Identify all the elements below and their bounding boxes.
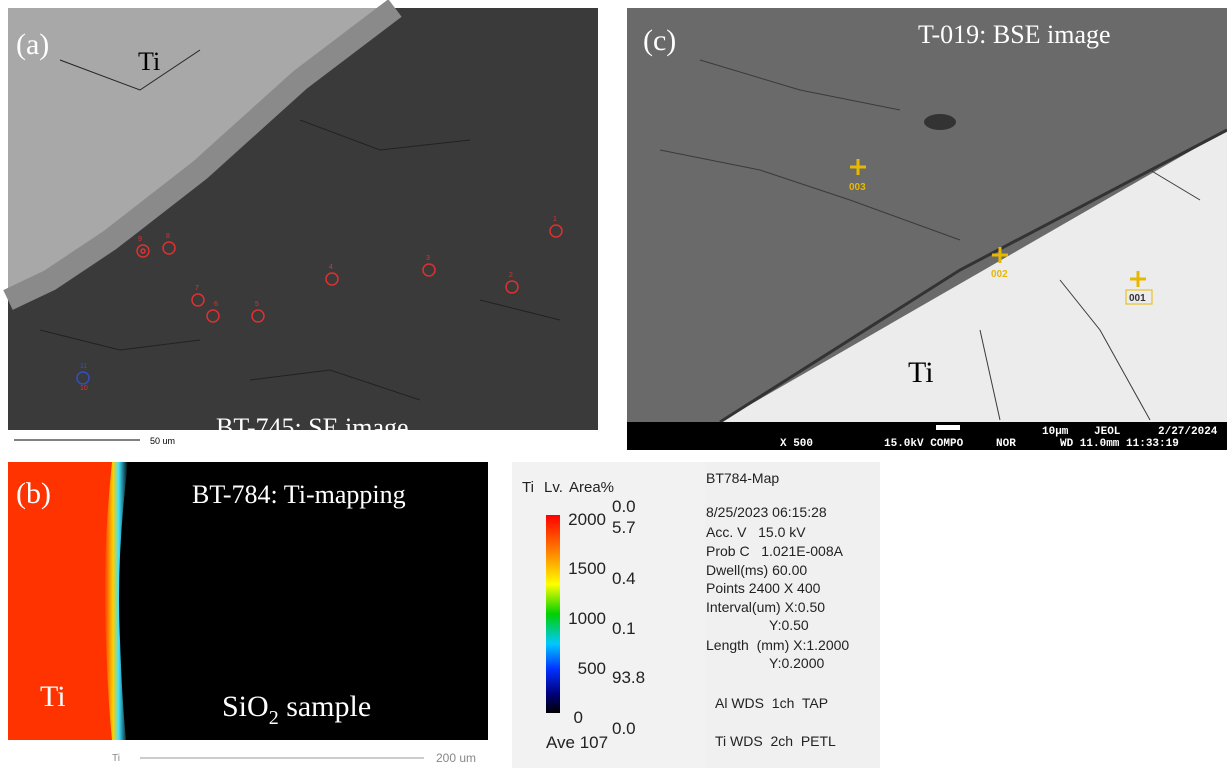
caption: T-019: BSE image	[918, 20, 1111, 49]
spot-label: 4	[329, 264, 333, 271]
material-label: Ti	[40, 680, 66, 713]
level-label: 1500	[568, 559, 606, 578]
area-label: 93.8	[612, 668, 645, 687]
magnification: X 500	[780, 438, 813, 450]
material-label: Ti	[908, 356, 934, 389]
spot-label: 5	[255, 301, 259, 308]
area-label: 5.7	[612, 518, 636, 537]
level-label: 1000	[568, 609, 606, 628]
panel-tag: (a)	[16, 28, 49, 61]
scale-label: 200 um	[436, 751, 476, 765]
pore	[924, 114, 956, 130]
caption: BT-745: SE image	[216, 413, 409, 442]
info-line: BT784-Map	[706, 470, 779, 486]
caption: BT-784: Ti-mapping	[192, 480, 406, 509]
spot-label: 6	[214, 301, 218, 308]
info-line: Acc. V 15.0 kV	[706, 524, 806, 540]
legend-element: Ti	[522, 479, 534, 496]
info-line: 8/25/2023 06:15:28	[706, 504, 827, 520]
panel-a: 50 um (a) Ti BT-745: SE image 1 2 3 4 5 …	[8, 8, 598, 450]
area-label: 0.0	[612, 497, 636, 516]
area-label: 0.0	[612, 719, 636, 738]
spot-label: 9	[138, 236, 142, 243]
info-panel: BT784-Map 8/25/2023 06:15:28 Acc. V 15.0…	[705, 462, 880, 768]
info-line: Prob C 1.021E-008A	[706, 543, 844, 559]
info-line: Interval(um) X:0.50	[706, 599, 825, 615]
sample-rest: sample	[279, 690, 371, 723]
scale-bar	[936, 425, 960, 430]
marker-label: 001	[1129, 293, 1146, 304]
legend-panel	[512, 462, 705, 768]
info-line: Points 2400 X 400	[706, 580, 821, 596]
mode: NOR	[996, 438, 1016, 450]
legend-lv: Lv.	[544, 479, 563, 496]
panel-tag: (b)	[16, 477, 51, 510]
color-bar	[546, 515, 560, 713]
level-label: 0	[574, 708, 583, 727]
marker-label: 002	[991, 269, 1008, 280]
spot-label: 2	[509, 272, 513, 279]
scale-label: 10µm	[1042, 426, 1069, 438]
spot-label: 10	[80, 385, 88, 392]
spot-label: 3	[426, 255, 430, 262]
panel-c: 003 002 001 (c) T-019: BSE image Ti X 50…	[627, 8, 1227, 450]
date: 2/27/2024	[1158, 426, 1218, 438]
maker: JEOL	[1094, 426, 1121, 438]
scale-element: Ti	[112, 753, 120, 764]
spot-label: 7	[195, 285, 199, 292]
info-line: Al WDS 1ch TAP	[715, 695, 828, 711]
sample-text: SiO	[222, 690, 269, 723]
level-label: 2000	[568, 510, 606, 529]
marker-label: 003	[849, 182, 866, 193]
legend-area: Area%	[569, 479, 614, 496]
spot-label: 8	[166, 233, 170, 240]
panel-tag: (c)	[643, 24, 676, 57]
spot-label: 1	[553, 216, 557, 223]
spot-label: 11	[80, 363, 87, 370]
voltage: 15.0kV COMPO	[884, 438, 964, 450]
working-distance: WD 11.0mm 11:33:19	[1060, 438, 1179, 450]
area-label: 0.1	[612, 619, 636, 638]
sample-subscript: 2	[269, 707, 279, 729]
average: Ave 107	[546, 733, 608, 752]
color-legend: Ti Lv. Area% 2000 1500 1000 500 0 0.0 5.…	[512, 462, 705, 768]
info-line: Y:0.2000	[769, 655, 824, 671]
info-line: Ti WDS 2ch PETL	[715, 733, 836, 749]
info-line: Length (mm) X:1.2000	[706, 637, 849, 653]
level-label: 500	[578, 659, 606, 678]
panel-b: (b) BT-784: Ti-mapping Ti SiO2 sample Ti…	[8, 462, 488, 765]
area-label: 0.4	[612, 569, 636, 588]
scale-label: 50 um	[150, 436, 175, 446]
material-label: Ti	[138, 47, 160, 76]
figure: 50 um (a) Ti BT-745: SE image 1 2 3 4 5 …	[0, 0, 1227, 776]
info-line: Dwell(ms) 60.00	[706, 562, 807, 578]
info-line: Y:0.50	[769, 617, 809, 633]
